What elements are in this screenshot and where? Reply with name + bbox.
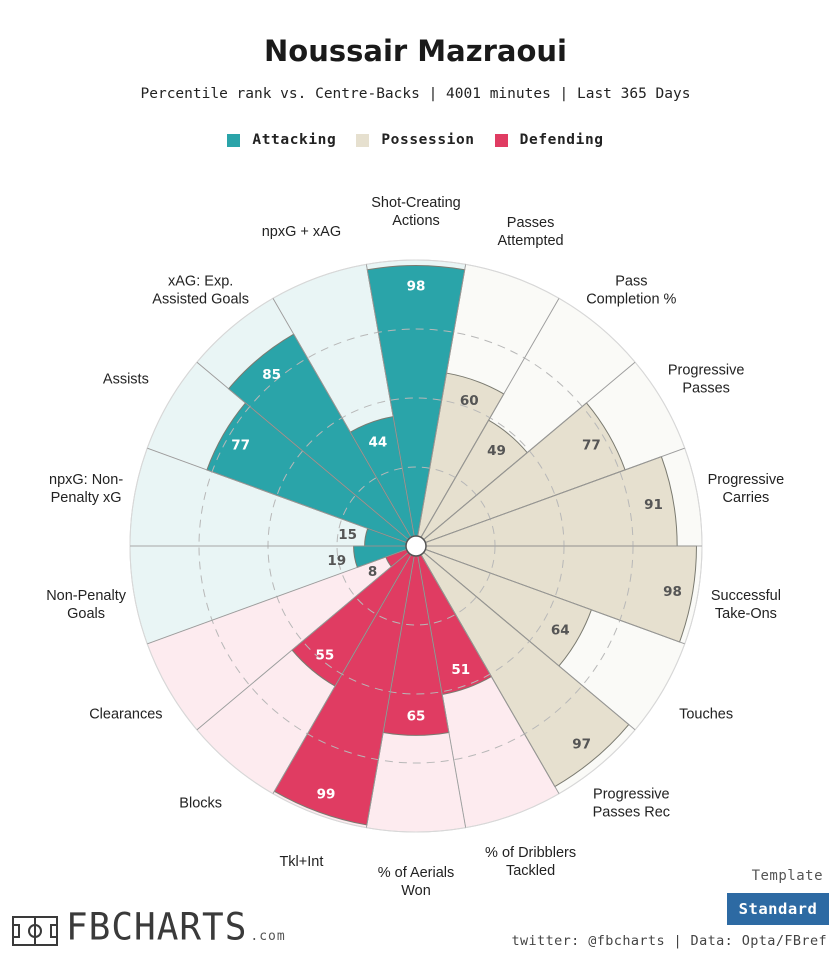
value-label: 15 [338,527,357,543]
chart-subtitle: Percentile rank vs. Centre-Backs | 4001 … [140,86,691,102]
value-label: 51 [451,662,470,678]
value-label: 99 [317,786,336,802]
category-label: Progressive Passes [668,363,745,397]
value-label: 97 [572,736,591,752]
category-label: % of Aerials Won [378,865,455,899]
legend-item-possession: Possession [356,132,474,148]
fbcharts-logo: FBCHARTS .com [12,905,286,949]
chart-title: Noussair Mazraoui [264,34,567,68]
spoke-line [417,264,467,537]
spoke-line [147,549,407,645]
center-hole [405,535,427,557]
template-label: Template [751,868,823,884]
value-label: 19 [327,553,346,569]
spoke-line [423,552,636,731]
category-label: Successful Take-Ons [711,588,781,622]
spoke-line [147,447,407,543]
category-label: Non-Penalty Goals [46,588,127,622]
spoke-line [365,264,415,537]
category-label: npxG + xAG [262,224,341,240]
spoke-line [420,554,560,794]
spoke-line [420,298,560,538]
spoke-line [425,549,685,645]
category-label: Progressive Passes Rec [593,787,670,821]
spoke-line [417,555,467,828]
value-label: 55 [315,648,334,664]
value-label: 64 [551,622,570,638]
value-label: 44 [368,434,387,450]
spoke-line [423,361,636,540]
legend-item-defending: Defending [494,132,604,148]
value-label: 98 [407,279,426,295]
category-label: Shot-Creating Actions [371,195,460,229]
spoke-line [365,555,415,828]
legend-item-attacking: Attacking [227,132,336,148]
spoke-line [272,298,412,538]
legend-label-possession: Possession [381,132,475,148]
value-label: 98 [663,584,682,600]
category-label: npxG: Non-Penalty xG [49,472,123,506]
legend-swatch-possession [356,133,370,147]
value-label: 8 [368,564,377,580]
credit-text: twitter: @fbcharts | Data: Opta/FBref [511,933,827,949]
legend-swatch-defending [494,133,508,147]
category-label: Pass Completion % [586,273,676,307]
value-label: 65 [407,708,426,724]
pitch-icon [12,916,58,946]
logo-text: FBCHARTS [66,905,248,949]
category-label: xAG: Exp. Assisted Goals [152,273,249,307]
category-label: Touches [679,707,733,723]
legend-swatch-attacking [227,133,241,147]
legend-label-attacking: Attacking [252,132,337,148]
template-standard-button[interactable]: Standard [727,893,829,925]
category-label: Clearances [89,707,162,723]
category-label: Progressive Carries [708,472,785,506]
value-label: 77 [582,438,601,454]
legend-label-defending: Defending [519,132,604,148]
value-label: 49 [487,443,506,459]
spoke-line [196,552,409,731]
category-label: Tkl+Int [279,854,323,870]
legend: Attacking Possession Defending [0,132,831,148]
value-label: 77 [231,438,250,454]
category-label: % of Dribblers Tackled [485,845,576,879]
value-label: 91 [644,497,663,513]
category-label: Blocks [179,796,222,812]
logo-suffix: .com [250,929,286,944]
value-label: 85 [262,367,281,383]
spoke-line [272,554,412,794]
category-label: Assists [103,372,149,388]
category-label: Passes Attempted [498,215,564,249]
value-label: 60 [460,393,479,409]
spoke-line [196,361,409,540]
spoke-line [425,447,685,543]
